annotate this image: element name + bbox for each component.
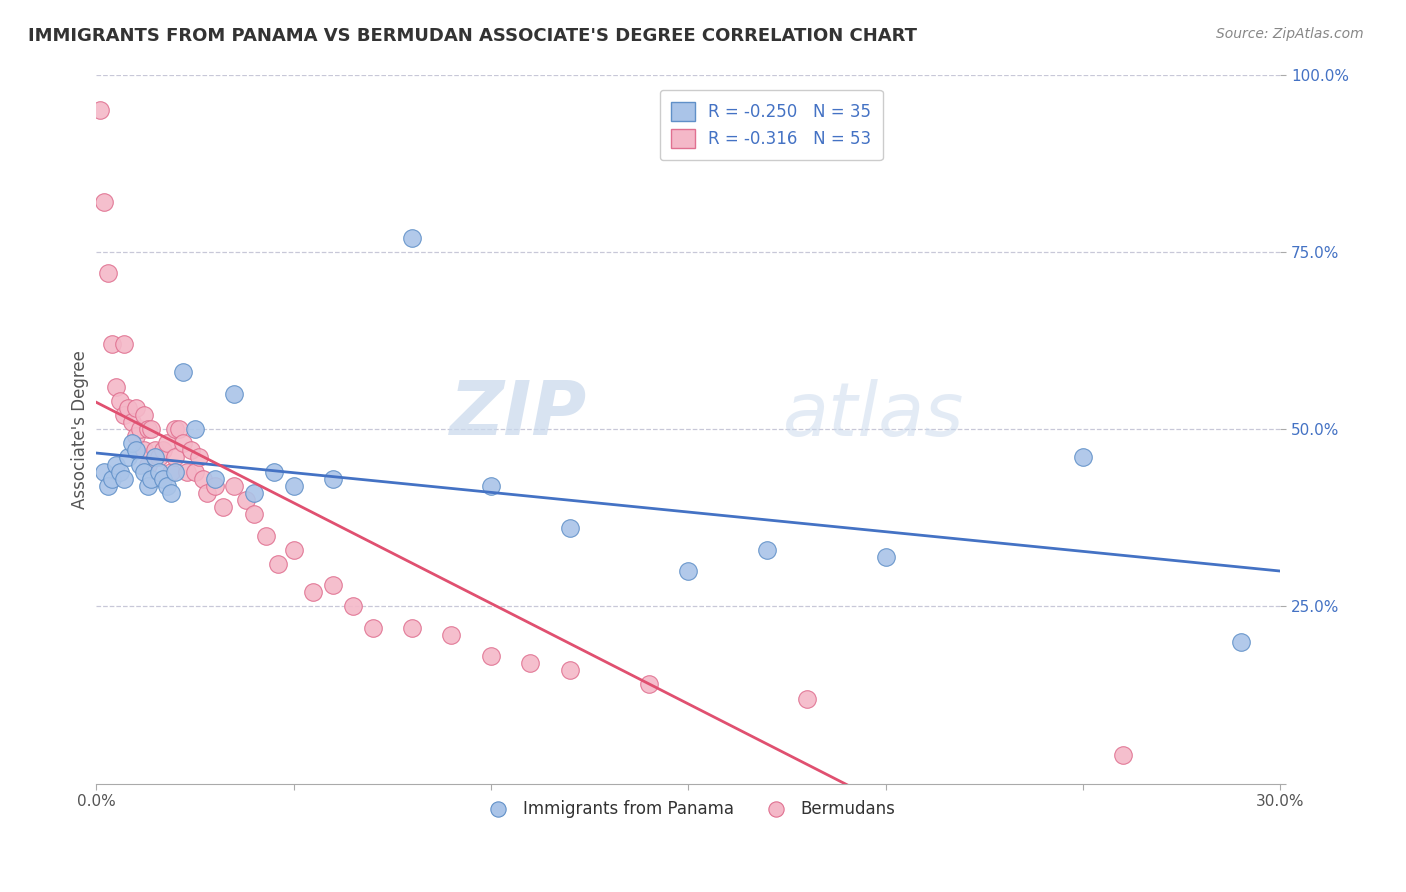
Y-axis label: Associate's Degree: Associate's Degree xyxy=(72,350,89,508)
Point xyxy=(128,422,150,436)
Point xyxy=(558,521,581,535)
Point xyxy=(165,422,187,436)
Point xyxy=(283,542,305,557)
Point xyxy=(322,472,344,486)
Point xyxy=(302,585,325,599)
Point xyxy=(145,443,167,458)
Point xyxy=(101,337,124,351)
Point xyxy=(519,656,541,670)
Point xyxy=(678,564,700,578)
Point xyxy=(125,401,148,415)
Point xyxy=(148,465,170,479)
Point xyxy=(184,465,207,479)
Point xyxy=(558,663,581,677)
Point xyxy=(160,486,183,500)
Point xyxy=(121,436,143,450)
Point xyxy=(165,465,187,479)
Point xyxy=(184,422,207,436)
Point xyxy=(121,415,143,429)
Point xyxy=(89,103,111,117)
Point xyxy=(637,677,659,691)
Point xyxy=(267,557,290,571)
Text: ZIP: ZIP xyxy=(450,378,588,451)
Point xyxy=(176,465,198,479)
Point xyxy=(167,422,190,436)
Point xyxy=(254,528,277,542)
Point xyxy=(479,479,502,493)
Point xyxy=(156,436,179,450)
Point xyxy=(112,408,135,422)
Point xyxy=(108,465,131,479)
Point xyxy=(101,472,124,486)
Text: atlas: atlas xyxy=(783,379,965,451)
Point xyxy=(401,621,423,635)
Point xyxy=(136,422,159,436)
Point xyxy=(187,450,209,465)
Point xyxy=(211,500,233,515)
Point xyxy=(191,472,214,486)
Point xyxy=(172,436,194,450)
Point xyxy=(224,479,246,493)
Point xyxy=(322,578,344,592)
Point xyxy=(204,479,226,493)
Point xyxy=(180,443,202,458)
Legend: Immigrants from Panama, Bermudans: Immigrants from Panama, Bermudans xyxy=(475,794,903,825)
Point xyxy=(93,465,115,479)
Text: IMMIGRANTS FROM PANAMA VS BERMUDAN ASSOCIATE'S DEGREE CORRELATION CHART: IMMIGRANTS FROM PANAMA VS BERMUDAN ASSOC… xyxy=(28,27,917,45)
Point xyxy=(263,465,285,479)
Point xyxy=(125,429,148,443)
Point xyxy=(104,379,127,393)
Point xyxy=(97,266,120,280)
Point xyxy=(97,479,120,493)
Point xyxy=(148,450,170,465)
Point xyxy=(479,649,502,664)
Point xyxy=(112,337,135,351)
Point xyxy=(796,691,818,706)
Point xyxy=(1230,635,1253,649)
Point xyxy=(243,507,266,521)
Point xyxy=(141,472,163,486)
Point xyxy=(235,493,257,508)
Point xyxy=(342,599,364,614)
Point xyxy=(165,450,187,465)
Point xyxy=(283,479,305,493)
Point xyxy=(204,472,226,486)
Point xyxy=(145,450,167,465)
Point xyxy=(104,458,127,472)
Point xyxy=(136,479,159,493)
Point xyxy=(132,465,155,479)
Point xyxy=(128,458,150,472)
Point xyxy=(156,479,179,493)
Point xyxy=(361,621,384,635)
Point xyxy=(152,472,174,486)
Point xyxy=(141,422,163,436)
Point xyxy=(1111,748,1133,763)
Point xyxy=(132,443,155,458)
Point xyxy=(136,458,159,472)
Point xyxy=(117,401,139,415)
Point xyxy=(401,230,423,244)
Point xyxy=(152,443,174,458)
Point xyxy=(440,628,463,642)
Point xyxy=(1071,450,1094,465)
Point xyxy=(132,408,155,422)
Point xyxy=(172,365,194,379)
Point xyxy=(125,443,148,458)
Point xyxy=(93,195,115,210)
Point xyxy=(108,393,131,408)
Point xyxy=(117,450,139,465)
Point xyxy=(243,486,266,500)
Point xyxy=(875,549,897,564)
Point xyxy=(112,472,135,486)
Text: Source: ZipAtlas.com: Source: ZipAtlas.com xyxy=(1216,27,1364,41)
Point xyxy=(160,465,183,479)
Point xyxy=(756,542,779,557)
Point xyxy=(195,486,218,500)
Point xyxy=(224,386,246,401)
